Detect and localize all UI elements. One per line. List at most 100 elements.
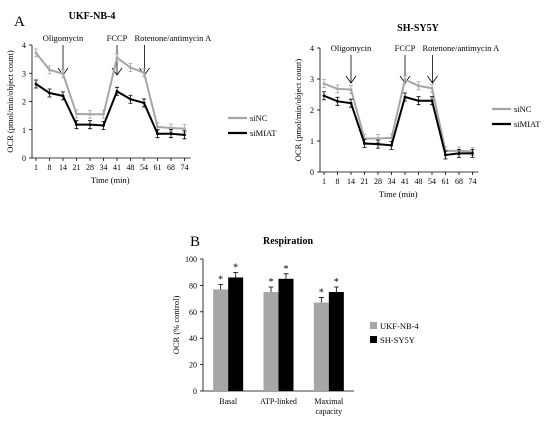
arrow-head xyxy=(427,75,438,84)
significance-marker: * xyxy=(233,262,238,273)
x-tick-label: 41 xyxy=(113,163,121,172)
data-point xyxy=(48,68,51,72)
y-tick-label: 4 xyxy=(22,41,26,50)
data-point xyxy=(129,97,132,101)
x-tick-label: 28 xyxy=(86,163,94,172)
x-tick-label: 68 xyxy=(455,177,463,186)
series-line-sinc xyxy=(35,52,185,130)
legend-label: UKF-NB-4 xyxy=(380,321,419,331)
panel-letter-a: A xyxy=(14,14,25,30)
data-point xyxy=(376,142,380,146)
data-point xyxy=(349,88,353,91)
x-tick-label: 8 xyxy=(48,163,52,172)
y-tick-label: 3 xyxy=(310,75,314,84)
data-point xyxy=(156,125,159,129)
data-point xyxy=(430,86,434,90)
y-tick-label: 3 xyxy=(22,69,26,78)
y-tick-label: 60 xyxy=(189,308,197,317)
injection-label: Oligomycin xyxy=(43,33,84,43)
data-point xyxy=(75,123,78,127)
data-point xyxy=(363,142,366,145)
y-tick-label: 0 xyxy=(193,387,197,396)
legend-swatch xyxy=(370,336,377,343)
y-tick-label: 40 xyxy=(189,334,197,343)
data-point xyxy=(183,127,186,131)
x-tick-label: 21 xyxy=(361,177,369,186)
injection-label: FCCP xyxy=(107,33,128,43)
x-tick-label: 14 xyxy=(59,163,67,172)
arrow-head xyxy=(345,75,357,84)
error-bar xyxy=(268,286,274,292)
error-bar xyxy=(218,283,224,290)
legend-label: siNC xyxy=(250,113,268,123)
legend-label: siNC xyxy=(514,104,532,114)
x-tick-label: 68 xyxy=(167,163,175,172)
x-tick-label: 21 xyxy=(73,163,81,172)
data-point xyxy=(417,84,420,88)
significance-marker: * xyxy=(218,274,223,285)
significance-marker: * xyxy=(319,288,324,299)
error-bar xyxy=(318,297,324,303)
y-tick-label: 2 xyxy=(310,106,314,115)
data-point xyxy=(417,99,420,103)
x-tick-label: 1 xyxy=(322,177,326,186)
data-point xyxy=(349,101,353,105)
x-tick-label: 28 xyxy=(374,177,382,186)
y-tick-label: 80 xyxy=(189,281,197,290)
series-line-sinc xyxy=(323,78,473,153)
y-tick-label: 20 xyxy=(189,361,197,370)
data-point xyxy=(403,95,407,99)
y-axis-label: OCR (pmol/min/object count) xyxy=(293,59,303,162)
legend-swatch xyxy=(370,322,377,329)
data-point xyxy=(169,132,173,136)
series-line-simiat xyxy=(323,94,473,157)
y-tick-label: 4 xyxy=(310,44,314,53)
bar-ukf-nb-4 xyxy=(263,292,279,391)
data-point xyxy=(444,153,447,157)
data-point xyxy=(322,94,326,98)
data-point xyxy=(457,152,461,155)
chart-title: UKF-NB-4 xyxy=(69,11,116,22)
data-point xyxy=(156,132,159,136)
y-tick-label: 1 xyxy=(22,126,26,135)
category-label: Basal xyxy=(219,397,238,406)
x-tick-label: 34 xyxy=(388,177,396,186)
y-tick-label: 0 xyxy=(310,168,314,177)
chart-title: SH-SY5Y xyxy=(397,23,439,34)
y-axis-label: OCR (pmol/min/object count) xyxy=(5,50,15,153)
x-tick-label: 61 xyxy=(442,177,450,186)
data-point xyxy=(336,87,339,91)
injection-label: Rotenone/antimycin A xyxy=(135,33,213,43)
y-tick-label: 100 xyxy=(185,255,197,264)
data-point xyxy=(322,82,326,86)
data-point xyxy=(48,91,51,95)
data-point xyxy=(390,143,393,147)
y-tick-label: 1 xyxy=(310,137,314,146)
category-label: Maximal capacity xyxy=(314,397,344,416)
injection-label: Rotenone/antimycin A xyxy=(423,43,501,53)
x-tick-label: 8 xyxy=(336,177,340,186)
data-point xyxy=(88,123,92,127)
bar-chart-respiration: Respiration 0 20 40 60 80 100 OCR (% control) * *… xyxy=(171,236,419,416)
data-point xyxy=(390,136,393,140)
data-point xyxy=(169,126,173,130)
data-point xyxy=(61,94,65,98)
y-tick-label: 2 xyxy=(22,98,26,107)
data-point xyxy=(88,112,92,116)
x-tick-label: 41 xyxy=(401,177,409,186)
bar-ukf-nb-4 xyxy=(213,289,229,391)
x-tick-label: 14 xyxy=(347,177,355,186)
panel-letter-b: B xyxy=(190,234,200,250)
x-tick-label: 54 xyxy=(428,177,436,186)
bar-sh-sy5y xyxy=(278,278,294,391)
data-point xyxy=(430,99,434,103)
bar-sh-sy5y xyxy=(228,277,244,391)
data-point xyxy=(142,101,146,105)
data-point xyxy=(336,99,339,103)
significance-marker: * xyxy=(334,277,339,288)
data-point xyxy=(142,71,146,75)
error-bar xyxy=(333,286,339,292)
